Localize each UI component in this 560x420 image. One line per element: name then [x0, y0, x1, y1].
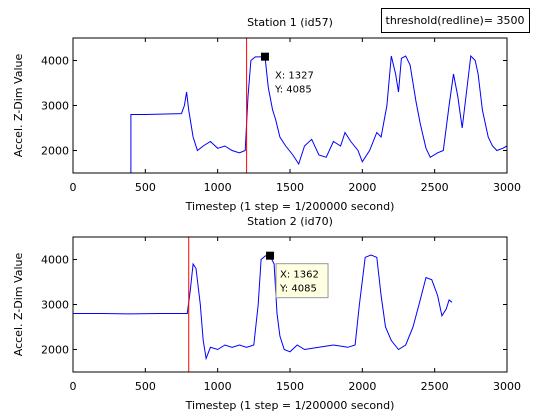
x-tick-label: 2500 [421, 380, 449, 393]
y-tick-label: 3000 [41, 299, 69, 312]
datatip-y: Y: 4085 [274, 85, 312, 96]
y-tick-label: 2000 [41, 145, 69, 158]
y-tick-label: 4000 [41, 55, 69, 68]
x-tick-label: 1500 [276, 380, 304, 393]
axes-frame [72, 37, 508, 174]
datatip-x: X: 1327 [275, 71, 314, 82]
datatip-marker [260, 52, 269, 61]
datatip-x: X: 1362 [280, 270, 319, 281]
y-axis-label: Accel. Z-Dim Value [12, 54, 25, 158]
x-tick-label: 500 [135, 380, 156, 393]
y-tick-label: 4000 [41, 254, 69, 267]
x-tick-label: 3000 [493, 380, 521, 393]
chart-title: Station 1 (id57) [247, 16, 333, 29]
x-tick-label: 3000 [493, 181, 521, 194]
datatip-marker [266, 251, 275, 260]
x-axis-label: Timestep (1 step = 1/200000 second) [185, 399, 395, 412]
datatip-box [275, 263, 329, 299]
plot-area [73, 237, 507, 372]
plot-area [73, 38, 507, 173]
x-tick-label: 1500 [276, 181, 304, 194]
data-line [130, 54, 508, 173]
y-tick-label: 3000 [41, 100, 69, 113]
x-tick-label: 1000 [204, 181, 232, 194]
x-axis-label: Timestep (1 step = 1/200000 second) [185, 200, 395, 213]
x-tick-label: 0 [70, 380, 77, 393]
annotation: threshold(redline)= 3500 [386, 14, 525, 27]
y-tick-label: 2000 [41, 344, 69, 357]
x-tick-label: 2000 [348, 181, 376, 194]
x-tick-label: 2500 [421, 181, 449, 194]
y-axis-label: Accel. Z-Dim Value [12, 253, 25, 357]
x-tick-label: 0 [70, 181, 77, 194]
x-tick-label: 1000 [204, 380, 232, 393]
chart-title: Station 2 (id70) [247, 215, 333, 228]
datatip-y: Y: 4085 [279, 284, 317, 295]
x-tick-label: 500 [135, 181, 156, 194]
annotation-box [381, 8, 530, 33]
axes-frame [72, 236, 508, 373]
x-tick-label: 2000 [348, 380, 376, 393]
data-line [73, 254, 453, 361]
